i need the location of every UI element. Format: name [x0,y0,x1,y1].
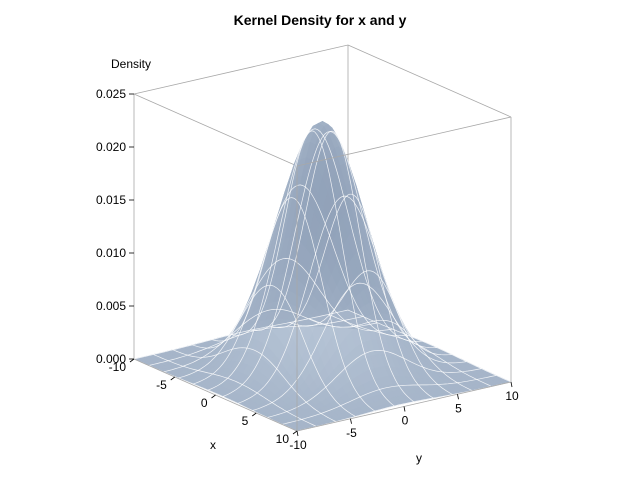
x-tick-label: 10 [276,432,290,446]
y-axis-label: y [416,451,422,465]
mesh-line [250,130,414,402]
y-tick-label: 0 [402,414,409,428]
x-tick-label: -10 [109,360,127,374]
z-tick-label: 0.000 [96,352,126,366]
mesh-line [252,282,467,411]
mesh-line [347,309,512,383]
density-surface [133,121,512,432]
mesh-line [192,284,356,417]
x-tick-mark [292,430,298,435]
box-edge [133,93,298,167]
mesh-line [289,270,453,395]
z-tick-label: 0.005 [96,299,126,313]
y-tick-label: -5 [346,426,357,440]
y-tick-mark [350,418,352,424]
y-tick-mark [457,394,459,400]
x-tick-label: -5 [156,378,167,392]
x-axis-label: x [210,438,216,452]
z-tick-label: 0.020 [96,140,126,154]
z-tick-label: 0.015 [96,193,126,207]
x-tick-mark [170,376,175,381]
box-edge [133,44,349,95]
mesh-line [267,350,482,418]
box-edge [296,116,512,167]
x-tick-label: 5 [242,414,249,428]
mesh-line [282,375,497,425]
mesh-line [211,197,376,412]
x-tick-mark [252,412,257,417]
y-tick-label: 5 [455,401,462,415]
z-axis-label: Density [111,57,151,71]
mesh-line [231,130,395,407]
mesh-line [328,314,492,387]
mesh-line [207,128,423,391]
mesh-line [153,354,317,427]
mesh-line [172,347,337,422]
x-tick-mark [129,358,135,363]
z-tick-label: 0.010 [96,246,126,260]
axis-ticks: 0.0000.0050.0100.0150.0200.025-10-50510-… [96,87,519,452]
y-tick-label: 10 [505,389,519,403]
mesh-line [178,258,393,379]
x-tick-mark [211,394,216,399]
mesh-line [133,309,349,360]
y-tick-label: -10 [289,438,307,452]
y-tick-mark [510,381,513,388]
z-tick-label: 0.025 [96,87,126,101]
y-tick-mark [296,430,299,437]
mesh-line [308,318,473,391]
chart-title: Kernel Density for x and y [234,12,407,28]
mesh-line [193,184,408,385]
y-tick-mark [403,406,406,412]
x-tick-label: 0 [201,396,208,410]
box-edge [347,44,512,118]
